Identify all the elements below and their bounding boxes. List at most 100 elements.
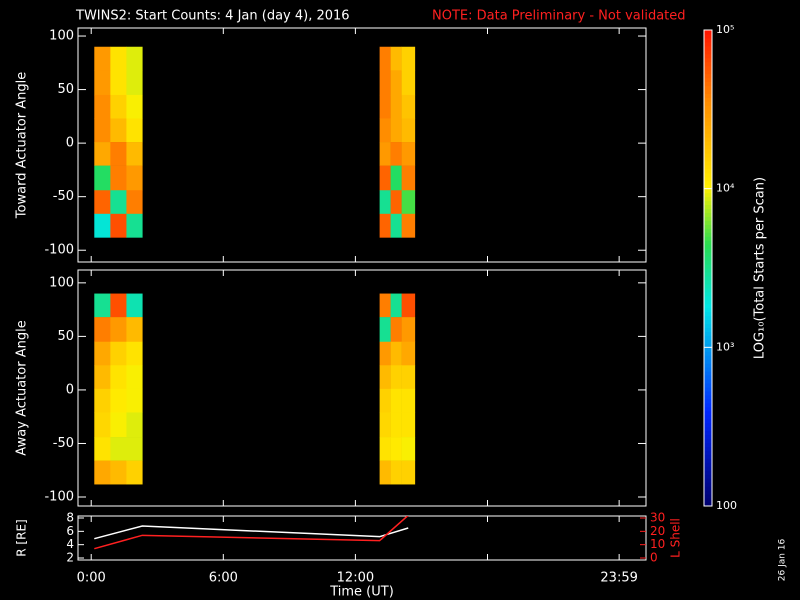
plot-frame [77,269,647,507]
colorbar-segment [704,458,712,463]
colorbar-segment [704,192,712,198]
heat-cell [390,142,402,166]
colorbar-segment [704,129,712,134]
heat-cell [94,118,111,143]
heat-cell [390,437,402,461]
colorbar-segment [704,383,712,388]
colorbar-segment [704,81,712,87]
colorbar-segment [704,299,712,305]
colorbar-segment [704,168,712,174]
heat-cell [379,118,391,143]
heat-cell [110,213,127,238]
colorbar-segment [704,256,712,261]
colorbar-segment [704,438,712,444]
colorbar-segment [704,240,712,245]
colorbar-segment [704,49,712,55]
chart-title: TWINS2: Start Counts: 4 Jan (day 4), 201… [75,9,350,24]
colorbar-segment [704,394,712,400]
colorbar-segment [704,41,712,47]
y-axis-label: R [RE] [15,519,29,556]
colorbar-segment [704,77,712,83]
colorbar-segment [704,232,712,237]
colorbar-segment [704,164,712,170]
heat-cell [390,341,402,366]
colorbar-tick-label: 100 [716,499,737,512]
colorbar-segment [704,33,712,39]
colorbar-segment [704,196,712,202]
heat-cell [126,317,143,343]
colorbar-segment [704,57,712,63]
colorbar-segment [704,295,712,301]
colorbar-segment [704,236,712,241]
heat-cell [110,70,127,96]
y2-tick-label: 0 [650,551,658,565]
x-tick-label: 6:00 [209,571,238,586]
colorbar-segment [704,180,712,186]
y-tick-label: 6 [66,524,74,538]
heat-cell [126,293,143,318]
heat-cell [379,213,391,238]
colorbar-segment [704,363,712,368]
heat-cell [94,388,111,413]
colorbar-segment [704,244,712,249]
colorbar-segment [704,442,712,447]
heat-cell [379,365,391,390]
colorbar-segment [704,422,712,428]
heat-cell [126,46,143,71]
colorbar-segment [704,339,712,344]
heat-cell [126,190,143,215]
colorbar-segment [704,347,712,352]
heat-cell [110,118,127,143]
heat-cell [390,460,402,485]
colorbar-segment [704,331,712,336]
colorbar-segment [704,188,712,194]
heat-cell [94,317,111,343]
colorbar-segment [704,271,712,277]
heat-cell [110,190,127,215]
colorbar-segment [704,494,712,499]
colorbar-segment [704,248,712,253]
heat-cell [126,341,143,366]
colorbar-segment [704,462,712,467]
colorbar-segment [704,37,712,43]
heat-cell [110,341,127,366]
colorbar-segment [704,105,712,110]
colorbar-segment [704,303,712,309]
heat-cell [126,70,143,96]
heat-cell [94,341,111,366]
colorbar-segment [704,212,712,217]
heat-cell [390,165,402,191]
colorbar-segment [704,133,712,138]
heat-cell [390,70,402,96]
heat-cell [94,94,111,119]
colorbar-tick-label: 10⁴ [716,182,735,195]
colorbar-segment [704,200,712,206]
heat-cell [401,70,416,96]
colorbar-segment [704,208,712,213]
heat-cell [390,293,402,318]
colorbar-segment [704,486,712,491]
colorbar-segment [704,252,712,257]
heat-cell [126,437,143,461]
colorbar-segment [704,418,712,424]
colorbar-segment [704,184,712,190]
heat-cell [401,293,416,318]
colorbar-segment [704,410,712,416]
heat-cell [126,165,143,191]
colorbar-tick-label: 10³ [716,340,734,353]
x-tick-label: 23:59 [600,571,637,586]
heat-cell [401,317,416,343]
colorbar-segment [704,379,712,384]
colorbar-segment [704,351,712,356]
heat-cell [126,460,143,485]
heat-cell [126,412,143,438]
heat-cell [401,118,416,143]
colorbar-segment [704,216,712,221]
plot-frame [77,27,647,263]
colorbar-segment [704,101,712,106]
heat-cell [94,190,111,215]
colorbar-segment [704,426,712,432]
y2-tick-label: 20 [650,524,665,538]
colorbar-segment [704,291,712,297]
y-tick-label: 0 [66,136,74,151]
